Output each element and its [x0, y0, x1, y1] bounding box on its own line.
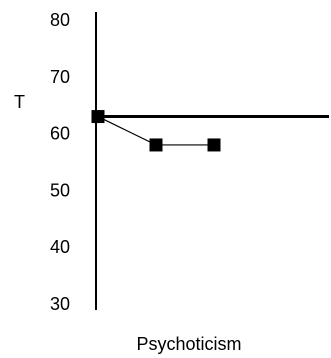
y-tick-label: 60 [50, 124, 70, 144]
series [91, 110, 221, 152]
y-axis-label: T [14, 92, 25, 112]
data-point-marker [207, 138, 221, 152]
y-tick-label: 40 [50, 237, 70, 257]
x-axis-label: Psychoticism [136, 334, 241, 354]
y-tick-label: 80 [50, 10, 70, 30]
y-tick-labels: 30 40 50 60 70 80 [50, 10, 70, 314]
data-point-marker [91, 110, 105, 124]
data-point-marker [149, 138, 163, 152]
y-tick-label: 50 [50, 180, 70, 200]
y-tick-label: 70 [50, 67, 70, 87]
y-tick-label: 30 [50, 294, 70, 314]
